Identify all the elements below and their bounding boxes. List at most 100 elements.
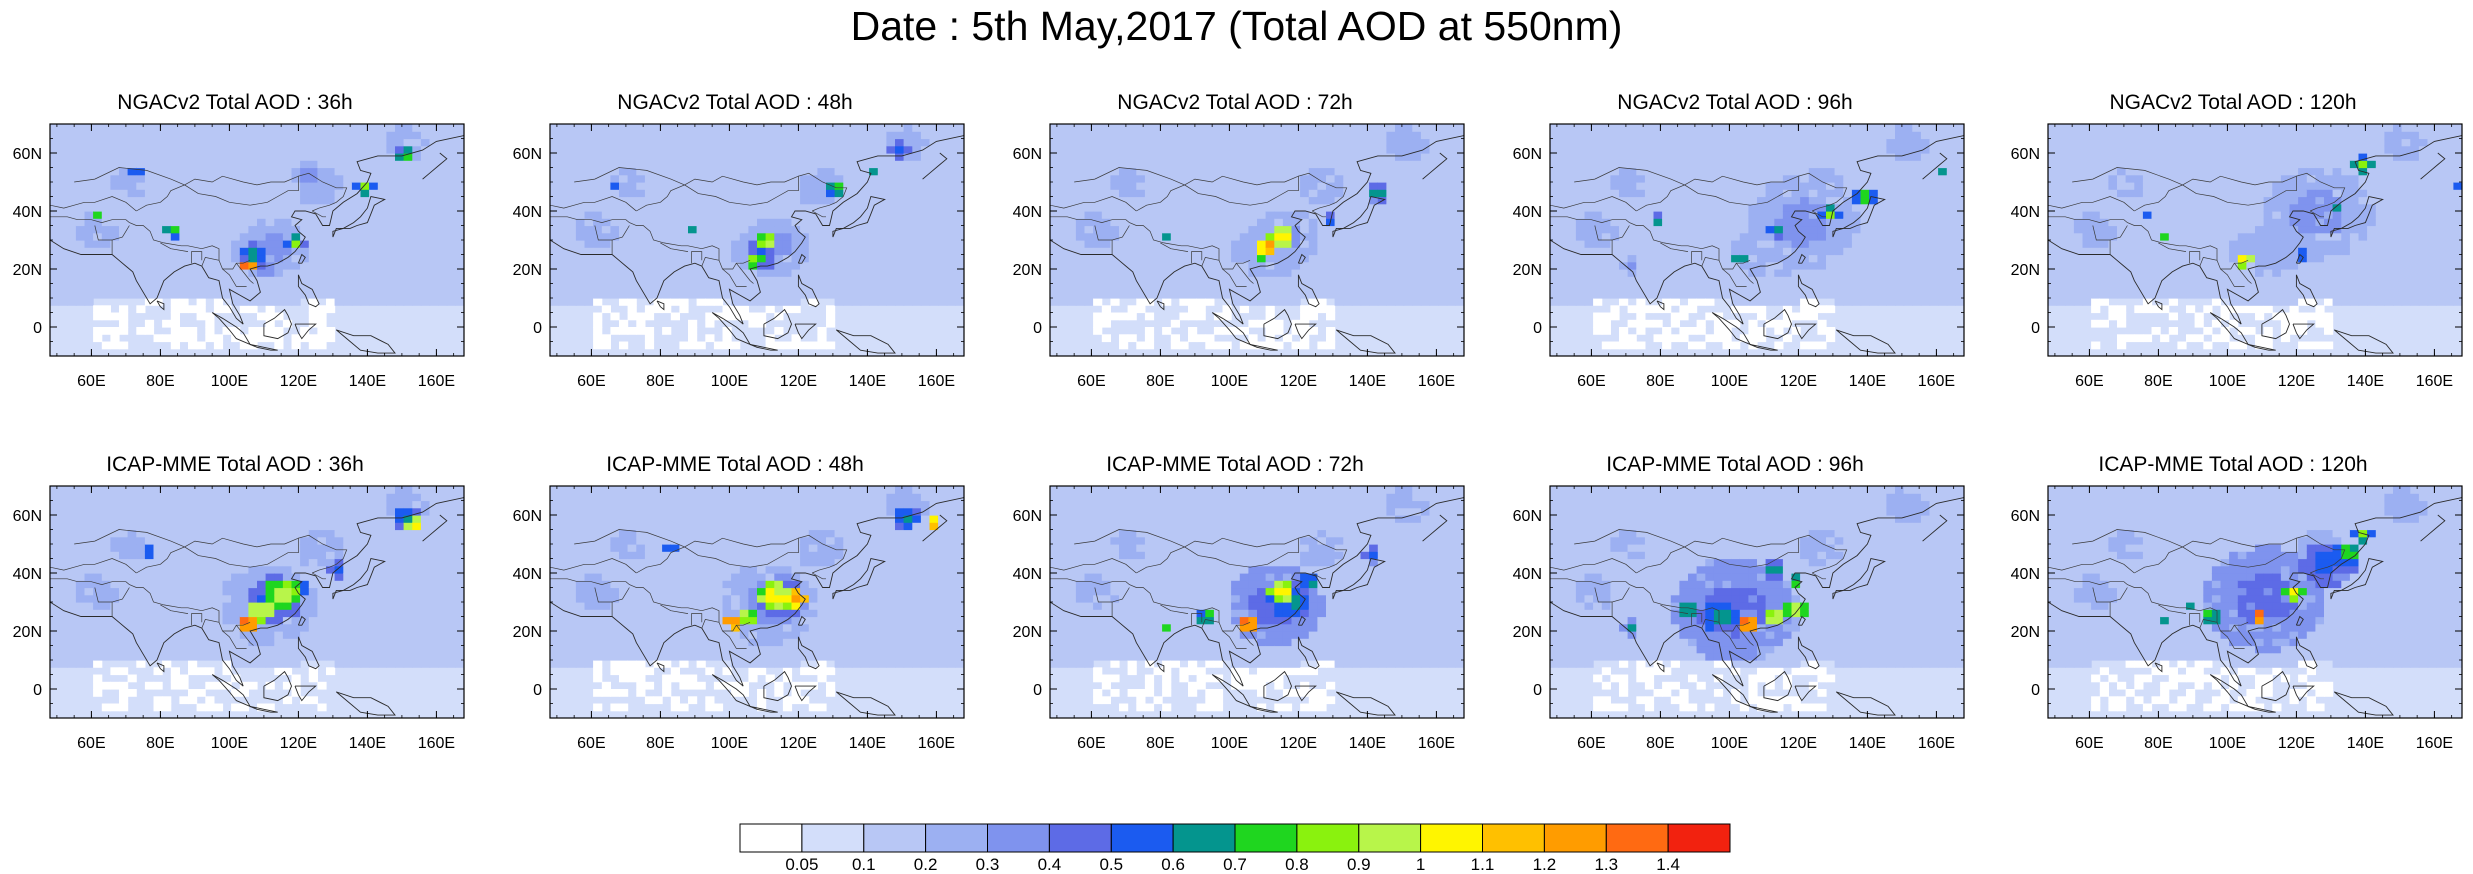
lat-label: 0 — [33, 320, 42, 337]
lon-label: 120E — [1780, 373, 1817, 390]
colorbar-swatch — [1482, 823, 1545, 853]
aod-field — [2048, 486, 2462, 718]
lat-label: 60N — [2011, 146, 2040, 163]
coastlines — [1550, 135, 1964, 354]
map-panel-icap-mme-72h: ICAP-MME Total AOD : 72h 60E 80E 100E 120E 14… — [1000, 452, 1470, 762]
lon-label: 120E — [1280, 373, 1317, 390]
aod-field — [550, 486, 964, 718]
lat-label: 40N — [2011, 204, 2040, 221]
lon-label: 160E — [2416, 735, 2453, 752]
lon-label: 80E — [646, 373, 674, 390]
map-panel-ngacv2-96h: NGACv2 Total AOD : 96h 60E 80E 100E 120E 140E… — [1500, 90, 1970, 400]
country-borders — [1050, 167, 1348, 287]
lon-label: 160E — [418, 373, 455, 390]
coastlines — [1550, 497, 1964, 716]
lon-label: 60E — [2075, 735, 2103, 752]
lat-label: 20N — [1013, 624, 1042, 641]
lon-label: 120E — [780, 373, 817, 390]
lon-label: 160E — [2416, 373, 2453, 390]
lon-label: 140E — [849, 373, 886, 390]
lat-label: 0 — [2031, 682, 2040, 699]
colorbar-label: 0.5 — [1099, 855, 1123, 874]
colorbar-label: 1.4 — [1656, 855, 1680, 874]
colorbar-swatch — [1358, 823, 1422, 853]
colorbar-label: 0.3 — [976, 855, 1000, 874]
lon-label: 80E — [1146, 735, 1174, 752]
coastlines — [50, 135, 464, 354]
coastlines — [2048, 497, 2462, 716]
lon-label: 140E — [349, 373, 386, 390]
lat-label: 20N — [1513, 624, 1542, 641]
panel-title: ICAP-MME Total AOD : 96h — [1606, 453, 1864, 476]
lon-label: 80E — [1146, 373, 1174, 390]
lon-label: 120E — [2278, 373, 2315, 390]
lat-label: 60N — [1013, 146, 1042, 163]
panel-title: NGACv2 Total AOD : 48h — [617, 91, 853, 114]
aod-field — [1050, 124, 1464, 356]
aod-field — [50, 486, 464, 718]
lat-label: 60N — [2011, 508, 2040, 525]
lat-label: 40N — [1013, 204, 1042, 221]
colorbar-label: 0.2 — [914, 855, 938, 874]
map-panel-ngacv2-48h: NGACv2 Total AOD : 48h 60E 80E 100E 120E 140E… — [500, 90, 970, 400]
lon-label: 140E — [2347, 735, 2384, 752]
colorbar-swatch — [1296, 823, 1360, 853]
colorbar-label: 0.4 — [1038, 855, 1062, 874]
lat-label: 20N — [13, 262, 42, 279]
coastlines — [2048, 135, 2462, 354]
lon-label: 160E — [1418, 735, 1455, 752]
map-panel-ngacv2-36h: NGACv2 Total AOD : 36h 60E 80E 100E 120E 140E… — [0, 90, 470, 400]
lon-label: 80E — [1646, 735, 1674, 752]
aod-colorbar: 0.05 0.1 0.2 0.3 0.4 0.5 0.6 0.7 0.8 0.9 1 1.1 1.2 1.… — [739, 823, 1731, 874]
country-borders — [1550, 167, 1848, 287]
lon-label: 80E — [2144, 735, 2172, 752]
aod-field — [2048, 124, 2462, 356]
lat-label: 0 — [1533, 320, 1542, 337]
panel-title: ICAP-MME Total AOD : 120h — [2098, 453, 2368, 476]
lon-label: 100E — [711, 373, 748, 390]
lon-label: 140E — [849, 735, 886, 752]
lon-label: 120E — [280, 373, 317, 390]
lon-label: 120E — [1780, 735, 1817, 752]
lat-label: 20N — [513, 624, 542, 641]
lat-label: 0 — [33, 682, 42, 699]
colorbar-label: 0.7 — [1223, 855, 1247, 874]
lon-label: 100E — [1711, 373, 1748, 390]
panel-title: ICAP-MME Total AOD : 72h — [1106, 453, 1364, 476]
map-panel-ngacv2-72h: NGACv2 Total AOD : 72h 60E 80E 100E 120E 140E… — [1000, 90, 1470, 400]
lon-label: 100E — [2209, 373, 2246, 390]
lon-label: 140E — [1849, 735, 1886, 752]
colorbar-swatch — [1048, 823, 1112, 853]
lon-label: 60E — [77, 373, 105, 390]
lat-label: 40N — [13, 566, 42, 583]
lat-label: 60N — [13, 146, 42, 163]
lon-label: 120E — [280, 735, 317, 752]
lat-label: 60N — [513, 146, 542, 163]
colorbar-label: 1 — [1416, 855, 1425, 874]
lon-label: 60E — [1077, 735, 1105, 752]
colorbar-label: 1.2 — [1533, 855, 1557, 874]
lat-label: 0 — [1033, 320, 1042, 337]
coastlines — [550, 135, 964, 354]
lat-label: 60N — [13, 508, 42, 525]
lon-label: 160E — [918, 373, 955, 390]
colorbar-label: 0.8 — [1285, 855, 1309, 874]
lat-label: 0 — [1533, 682, 1542, 699]
lat-label: 20N — [2011, 624, 2040, 641]
lon-label: 80E — [146, 735, 174, 752]
lat-label: 60N — [1013, 508, 1042, 525]
panel-title: ICAP-MME Total AOD : 36h — [106, 453, 364, 476]
aod-field — [50, 124, 464, 356]
lon-label: 80E — [1646, 373, 1674, 390]
lat-label: 20N — [1013, 262, 1042, 279]
lat-label: 0 — [1033, 682, 1042, 699]
lon-label: 60E — [1077, 373, 1105, 390]
map-panel-icap-mme-48h: ICAP-MME Total AOD : 48h 60E 80E 100E 120E 14… — [500, 452, 970, 762]
aod-field — [1050, 486, 1464, 718]
colorbar-swatch — [1172, 823, 1236, 853]
panel-title: NGACv2 Total AOD : 120h — [2109, 91, 2357, 114]
lat-label: 60N — [1513, 146, 1542, 163]
lon-label: 80E — [146, 373, 174, 390]
colorbar-swatch — [1543, 823, 1607, 853]
colorbar-label: 0.6 — [1161, 855, 1185, 874]
